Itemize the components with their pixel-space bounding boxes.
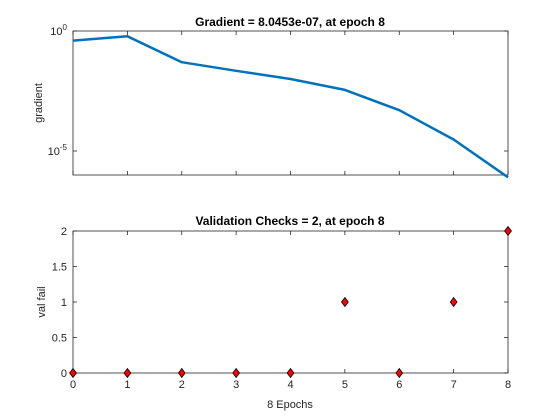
validation-point [395, 367, 404, 379]
gradient-ylabel: gradient [33, 83, 45, 123]
gradient-axes-box [72, 30, 509, 176]
validation-point [232, 367, 241, 379]
validation-points [69, 225, 512, 379]
validation-xtick-label: 8 [505, 379, 511, 391]
validation-xtick-label: 1 [124, 379, 130, 391]
validation-point [286, 367, 295, 379]
validation-panel: Validation Checks = 2, at epoch 8 0 1 2 3 4 5… [36, 214, 512, 411]
validation-ytick-label: 2 [61, 226, 67, 238]
validation-ylabel: val fail [36, 286, 48, 317]
gradient-ytick-label: 100 [50, 23, 67, 38]
gradient-title: Gradient = 8.0453e-07, at epoch 8 [195, 15, 385, 29]
validation-ytick-label: 0 [61, 368, 67, 380]
validation-xtick-label: 4 [287, 379, 293, 391]
validation-point [449, 296, 458, 308]
validation-point [340, 296, 349, 308]
validation-ytick-label: 0.5 [52, 333, 67, 345]
validation-xtick-label: 2 [179, 379, 185, 391]
validation-ticks: 0 1 2 3 4 5 6 7 8 0 0.5 1 1.5 2 [52, 226, 511, 391]
validation-axes-box [72, 230, 509, 374]
gradient-ytick-label: 10-5 [48, 143, 68, 158]
validation-title: Validation Checks = 2, at epoch 8 [195, 214, 384, 228]
gradient-ticks: 100 10-5 [48, 23, 509, 175]
gradient-panel: Gradient = 8.0453e-07, at epoch 8 100 10-… [33, 15, 509, 179]
validation-xtick-label: 5 [342, 379, 348, 391]
validation-xlabel: 8 Epochs [267, 399, 313, 411]
validation-xtick-label: 3 [233, 379, 239, 391]
validation-xtick-label: 0 [70, 379, 76, 391]
validation-point [177, 367, 186, 379]
validation-point [123, 367, 132, 379]
gradient-series-line [72, 35, 509, 179]
validation-point [504, 225, 512, 237]
validation-point [69, 367, 77, 379]
validation-xtick-label: 6 [396, 379, 402, 391]
validation-ytick-label: 1 [61, 297, 67, 309]
validation-ytick-label: 1.5 [52, 262, 67, 274]
validation-xtick-label: 7 [451, 379, 457, 391]
